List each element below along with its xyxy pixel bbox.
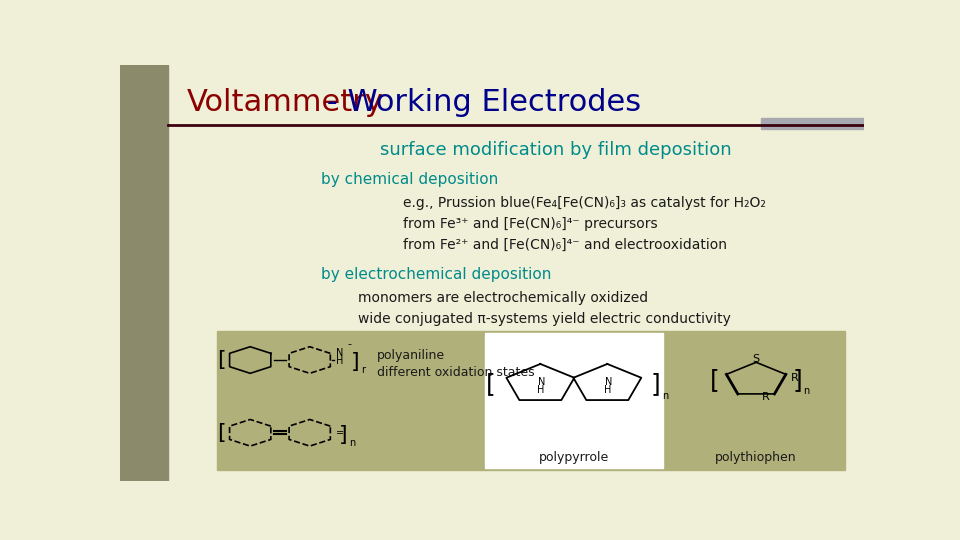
Text: N: N bbox=[605, 377, 612, 387]
Text: N: N bbox=[336, 348, 343, 359]
Text: Voltammetry: Voltammetry bbox=[187, 87, 384, 117]
Text: H: H bbox=[604, 385, 611, 395]
Text: monomers are electrochemically oxidized: monomers are electrochemically oxidized bbox=[358, 292, 648, 306]
Text: surface modification by film deposition: surface modification by film deposition bbox=[380, 141, 732, 159]
Text: polyaniline
different oxidation states: polyaniline different oxidation states bbox=[376, 349, 535, 379]
Text: n: n bbox=[662, 392, 668, 401]
Text: ]: ] bbox=[339, 425, 348, 445]
Text: N: N bbox=[539, 377, 545, 387]
Text: ]: ] bbox=[350, 352, 359, 372]
Text: ]: ] bbox=[651, 372, 660, 396]
Text: [: [ bbox=[218, 350, 227, 370]
Text: polythiophen: polythiophen bbox=[715, 451, 797, 464]
Text: n: n bbox=[349, 438, 355, 448]
Text: H: H bbox=[537, 385, 544, 395]
Text: n: n bbox=[803, 387, 809, 396]
Bar bbox=[761, 118, 864, 129]
Text: by chemical deposition: by chemical deposition bbox=[321, 172, 498, 187]
Text: wide conjugated π-systems yield electric conductivity: wide conjugated π-systems yield electric… bbox=[358, 312, 731, 326]
Text: by electrochemical deposition: by electrochemical deposition bbox=[321, 267, 551, 282]
Text: R: R bbox=[791, 373, 799, 383]
Text: from Fe²⁺ and [Fe(CN)₆]⁴⁻ and electrooxidation: from Fe²⁺ and [Fe(CN)₆]⁴⁻ and electrooxi… bbox=[403, 238, 727, 252]
Bar bbox=[120, 65, 168, 481]
Text: e.g., Prussion blue(Fe₄[Fe(CN)₆]₃ as catalyst for H₂O₂: e.g., Prussion blue(Fe₄[Fe(CN)₆]₃ as cat… bbox=[403, 196, 765, 210]
Text: r: r bbox=[361, 366, 365, 375]
Text: R: R bbox=[761, 392, 769, 402]
Text: S: S bbox=[753, 354, 759, 364]
Text: - Working Electrodes: - Working Electrodes bbox=[317, 87, 641, 117]
Text: from Fe³⁺ and [Fe(CN)₆]⁴⁻ precursors: from Fe³⁺ and [Fe(CN)₆]⁴⁻ precursors bbox=[403, 217, 658, 231]
Text: polypyrrole: polypyrrole bbox=[539, 451, 609, 464]
Text: H: H bbox=[336, 356, 343, 366]
Text: =: = bbox=[336, 428, 344, 438]
Text: [: [ bbox=[710, 368, 720, 392]
Text: -: - bbox=[348, 339, 351, 349]
Text: ]: ] bbox=[792, 368, 802, 392]
Text: [: [ bbox=[218, 423, 227, 443]
Text: [: [ bbox=[486, 372, 495, 396]
Bar bbox=[485, 333, 663, 468]
Bar bbox=[217, 331, 846, 470]
